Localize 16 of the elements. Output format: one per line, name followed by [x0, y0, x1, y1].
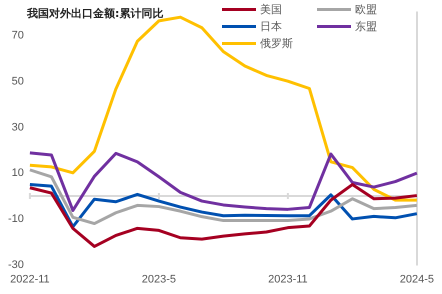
- x-tick-label: 2024-5: [400, 273, 434, 286]
- legend-label: 东盟: [355, 19, 377, 34]
- x-tick-label: 2023-11: [268, 273, 308, 286]
- legend-label: 欧盟: [355, 2, 377, 17]
- y-tick-label: 10: [12, 167, 24, 180]
- legend-label: 日本: [260, 19, 282, 34]
- y-tick-label: -10: [8, 212, 24, 225]
- legend-label: 俄罗斯: [260, 36, 293, 51]
- y-tick-label: 70: [12, 30, 24, 42]
- chart-title: 我国对外出口金额:累计同比: [27, 6, 164, 21]
- x-tick-label: 2023-5: [142, 273, 176, 286]
- y-tick-label: -30: [8, 258, 24, 271]
- legend-label: 美国: [260, 2, 282, 17]
- x-tick-label: 2022-11: [10, 273, 50, 286]
- y-tick-label: 50: [12, 75, 24, 88]
- y-tick-label: 30: [12, 121, 24, 134]
